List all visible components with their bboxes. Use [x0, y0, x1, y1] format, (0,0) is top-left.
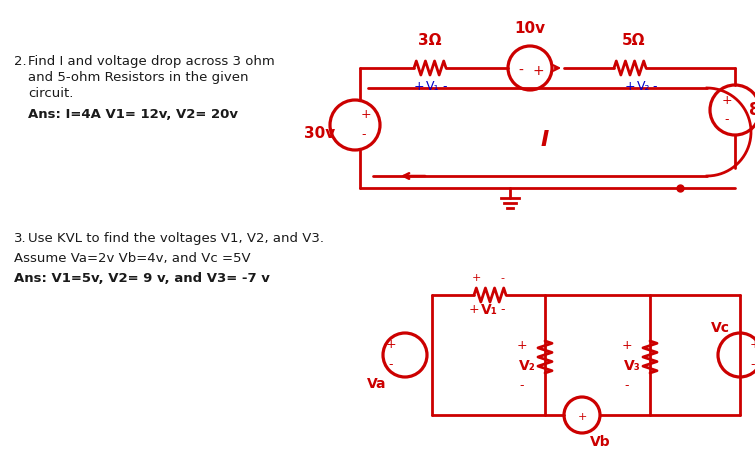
Text: +: + — [361, 108, 371, 121]
Text: 3Ω: 3Ω — [418, 33, 442, 48]
Text: Assume Va=2v Vb=4v, and Vc =5V: Assume Va=2v Vb=4v, and Vc =5V — [14, 252, 251, 265]
Text: +: + — [625, 80, 636, 93]
Text: 8v: 8v — [749, 101, 755, 119]
Text: +: + — [750, 338, 755, 351]
Text: Use KVL to find the voltages V1, V2, and V3.: Use KVL to find the voltages V1, V2, and… — [28, 232, 324, 245]
Text: Ans: V1=5v, V2= 9 v, and V3= -7 v: Ans: V1=5v, V2= 9 v, and V3= -7 v — [14, 272, 270, 285]
Text: V₂: V₂ — [519, 359, 536, 373]
Text: +: + — [622, 339, 633, 352]
Text: V₁: V₁ — [480, 303, 498, 317]
Text: 3.: 3. — [14, 232, 26, 245]
Text: -: - — [501, 303, 505, 316]
Text: +: + — [532, 64, 544, 78]
Text: -: - — [500, 273, 504, 283]
Text: Vc: Vc — [710, 321, 729, 335]
Text: Va: Va — [367, 377, 387, 391]
Text: V₁: V₁ — [426, 80, 439, 93]
Text: I: I — [541, 130, 549, 150]
Text: -: - — [442, 80, 446, 93]
Text: -: - — [652, 80, 657, 93]
Text: +: + — [386, 338, 396, 351]
Text: +: + — [578, 412, 587, 422]
Text: -: - — [725, 113, 729, 126]
Text: 30v: 30v — [304, 125, 336, 140]
Text: -: - — [624, 379, 628, 392]
Text: 10v: 10v — [514, 21, 546, 36]
Text: +: + — [472, 273, 482, 283]
Text: and 5-ohm Resistors in the given: and 5-ohm Resistors in the given — [28, 71, 248, 84]
Text: +: + — [517, 339, 528, 352]
Text: Find I and voltage drop across 3 ohm: Find I and voltage drop across 3 ohm — [28, 55, 275, 68]
Text: -: - — [361, 129, 365, 142]
Text: V₂: V₂ — [637, 80, 651, 93]
Text: -: - — [389, 358, 393, 371]
Text: +: + — [414, 80, 424, 93]
Text: Vb: Vb — [590, 435, 611, 449]
Text: -: - — [519, 64, 523, 78]
Text: 5Ω: 5Ω — [622, 33, 646, 48]
Text: Ans: I=4A V1= 12v, V2= 20v: Ans: I=4A V1= 12v, V2= 20v — [28, 108, 238, 121]
Text: +: + — [722, 94, 732, 106]
Text: V₃: V₃ — [624, 359, 641, 373]
Text: +: + — [469, 303, 479, 316]
Text: -: - — [750, 358, 754, 371]
Text: 2.: 2. — [14, 55, 26, 68]
Text: circuit.: circuit. — [28, 87, 73, 100]
Text: -: - — [519, 379, 523, 392]
